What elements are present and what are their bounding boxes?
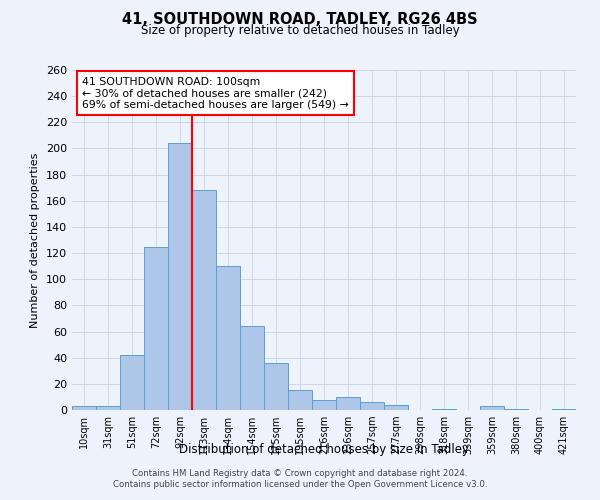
- Bar: [288, 390, 312, 410]
- Bar: [144, 246, 168, 410]
- Bar: [504, 408, 528, 410]
- Bar: [240, 326, 264, 410]
- Bar: [336, 397, 360, 410]
- Bar: [432, 408, 456, 410]
- Bar: [120, 355, 144, 410]
- Text: Size of property relative to detached houses in Tadley: Size of property relative to detached ho…: [140, 24, 460, 37]
- Bar: [96, 406, 120, 410]
- Bar: [480, 406, 504, 410]
- Bar: [168, 143, 192, 410]
- Text: 41, SOUTHDOWN ROAD, TADLEY, RG26 4BS: 41, SOUTHDOWN ROAD, TADLEY, RG26 4BS: [122, 12, 478, 28]
- Bar: [360, 402, 384, 410]
- Bar: [312, 400, 336, 410]
- Bar: [72, 406, 96, 410]
- Text: 41 SOUTHDOWN ROAD: 100sqm
← 30% of detached houses are smaller (242)
69% of semi: 41 SOUTHDOWN ROAD: 100sqm ← 30% of detac…: [82, 77, 349, 110]
- Bar: [192, 190, 216, 410]
- Bar: [216, 266, 240, 410]
- Y-axis label: Number of detached properties: Number of detached properties: [31, 152, 40, 328]
- Bar: [384, 405, 408, 410]
- Bar: [264, 363, 288, 410]
- Text: Distribution of detached houses by size in Tadley: Distribution of detached houses by size …: [179, 442, 469, 456]
- Bar: [552, 408, 576, 410]
- Text: Contains public sector information licensed under the Open Government Licence v3: Contains public sector information licen…: [113, 480, 487, 489]
- Text: Contains HM Land Registry data © Crown copyright and database right 2024.: Contains HM Land Registry data © Crown c…: [132, 468, 468, 477]
